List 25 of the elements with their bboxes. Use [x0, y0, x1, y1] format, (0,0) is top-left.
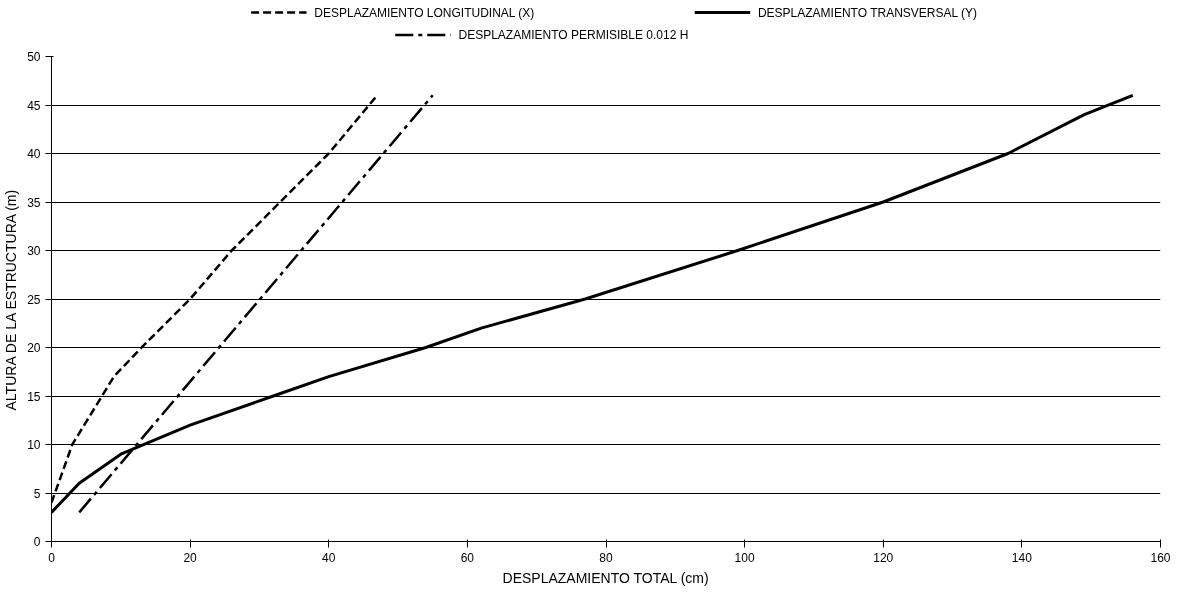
y-tick-label: 35 — [27, 195, 41, 210]
legend-label: DESPLAZAMIENTO TRANSVERSAL (Y) — [757, 5, 978, 20]
y-tick-label: 15 — [27, 389, 41, 404]
y-axis-title: ALTURA DE LA ESTRUCTURA (m) — [3, 189, 20, 411]
y-tick-label: 50 — [27, 50, 41, 64]
y-tick-label: 25 — [27, 292, 41, 307]
x-tick-label: 140 — [1011, 550, 1033, 565]
y-tick-label: 20 — [27, 341, 41, 355]
x-tick-label: 0 — [48, 550, 56, 565]
x-tick-label: 60 — [460, 550, 475, 565]
x-tick-label: 120 — [873, 550, 894, 565]
x-tick-label: 160 — [1150, 550, 1171, 565]
y-tick-label: 10 — [27, 438, 41, 452]
y-tick-label: 40 — [27, 147, 41, 161]
x-tick-label: 100 — [734, 550, 755, 565]
x-tick-label: 40 — [322, 550, 336, 565]
y-tick-label: 30 — [27, 244, 41, 258]
y-tick-label: 5 — [33, 486, 41, 501]
legend-label: DESPLAZAMIENTO PERMISIBLE 0.012 H — [458, 28, 689, 43]
x-tick-label: 80 — [599, 550, 613, 565]
legend-label: DESPLAZAMIENTO LONGITUDINAL (X) — [314, 5, 535, 20]
x-axis-title: DESPLAZAMIENTO TOTAL (cm) — [502, 569, 709, 586]
x-tick-label: 20 — [183, 550, 198, 565]
y-tick-label: 0 — [33, 535, 41, 549]
y-tick-label: 45 — [27, 98, 41, 113]
